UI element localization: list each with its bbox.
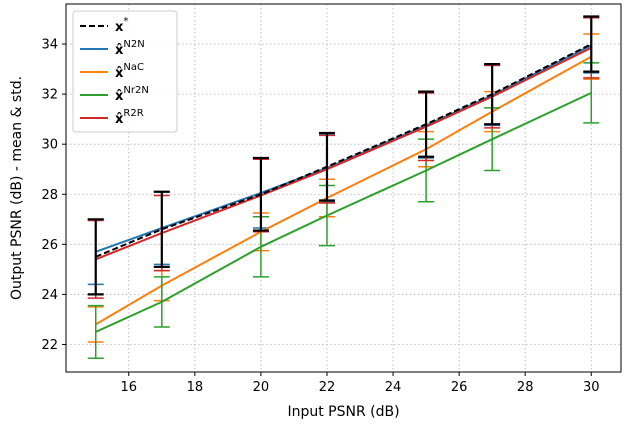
legend-label-base: x̂ [115, 89, 124, 104]
legend-label-base: x̂ [115, 112, 124, 127]
legend-label-base: x [115, 20, 124, 35]
x-tick-label: 22 [319, 380, 336, 395]
series-layer [87, 15, 600, 359]
x-tick-label: 20 [253, 380, 270, 395]
legend-label-sup: R2R [123, 108, 143, 119]
y-tick-label: 32 [41, 88, 58, 103]
x-tick-label: 18 [187, 380, 204, 395]
x-tick-label: 28 [517, 380, 534, 395]
y-tick-label: 24 [41, 288, 58, 303]
y-tick-label: 22 [41, 338, 58, 353]
y-tick-label: 26 [41, 238, 58, 253]
x-tick-label: 24 [385, 380, 402, 395]
x-tick-label: 16 [120, 380, 137, 395]
x-tick-label: 26 [451, 380, 468, 395]
legend-label-base: x̂ [115, 43, 124, 58]
series-line [95, 91, 592, 333]
x-tick-label: 30 [583, 380, 600, 395]
y-tick-label: 28 [41, 188, 58, 203]
x-axis-label: Input PSNR (dB) [287, 404, 399, 420]
y-tick-label: 30 [41, 138, 58, 153]
legend-label-base: x̂ [115, 66, 124, 81]
y-tick-label: 34 [41, 38, 58, 53]
series-star [87, 15, 600, 296]
legend-label: x̂N2N [115, 39, 145, 58]
legend-label-sup: Nr2N [123, 85, 148, 96]
legend-label: x* [115, 16, 128, 35]
plot-frame [65, 3, 622, 373]
y-axis-label: Output PSNR (dB) - mean & std. [9, 76, 25, 300]
legend-label-sup: * [123, 16, 128, 27]
legend-label: x̂Nr2N [115, 85, 149, 104]
legend-label-sup: NaC [123, 62, 144, 73]
legend-frame [72, 10, 178, 133]
legend-label: x̂R2R [115, 108, 144, 127]
legend-label: x̂NaC [115, 62, 144, 81]
x-axis-ticks: 16 18 20 22 24 26 28 30 [120, 372, 600, 395]
y-axis-ticks: 22 24 26 28 30 32 34 [41, 38, 66, 353]
legend-label-sup: N2N [123, 39, 144, 50]
series-line [95, 43, 592, 258]
